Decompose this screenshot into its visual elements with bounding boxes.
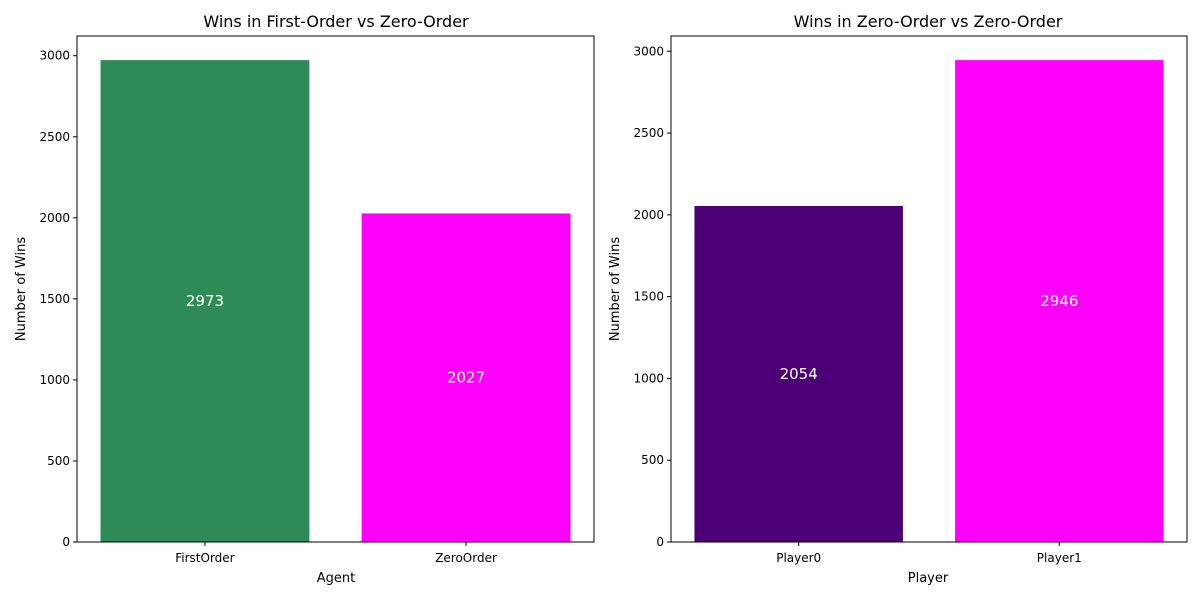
- y-tick-label: 2500: [633, 126, 664, 140]
- x-axis-label: Player: [908, 571, 949, 586]
- bar-value-label: 2946: [1040, 292, 1078, 310]
- axes-frame: [76, 35, 595, 543]
- chart-title: Wins in Zero-Order vs Zero-Order: [794, 12, 1063, 31]
- chart-first-order-vs-zero-order: Wins in First-Order vs Zero-Order Agent …: [14, 12, 595, 586]
- y-tick-label: 3000: [633, 44, 664, 58]
- y-tick-label: 2000: [39, 211, 70, 225]
- y-tick-label: 0: [656, 535, 664, 549]
- y-axis-label: Number of Wins: [608, 237, 623, 341]
- bar-zeroorder: [361, 213, 571, 542]
- x-tick-label: Player1: [1037, 551, 1082, 565]
- y-tick-label: 500: [47, 454, 70, 468]
- x-tick-label: Player0: [776, 551, 821, 565]
- y-tick-label: 1000: [39, 373, 70, 387]
- chart-zero-order-vs-zero-order: Wins in Zero-Order vs Zero-Order Player …: [608, 12, 1188, 586]
- bar-firstorder: [100, 60, 310, 542]
- y-tick-label: 2000: [633, 208, 664, 222]
- y-tick-label: 1500: [39, 292, 70, 306]
- y-tick-label: 500: [641, 453, 664, 467]
- bar-value-label: 2027: [447, 369, 485, 387]
- x-tick-label: FirstOrder: [175, 551, 234, 565]
- bar-value-label: 2054: [780, 365, 818, 383]
- bar-player0: [694, 206, 903, 543]
- y-tick-label: 1500: [633, 290, 664, 304]
- y-axis-label: Number of Wins: [14, 237, 29, 341]
- bar-player1: [955, 60, 1164, 542]
- plot-area: 2054 2946 0 500 1000 1500 2000 2500 3000 Player0 P…: [633, 35, 1188, 565]
- y-tick-label: 1000: [633, 371, 664, 385]
- y-tick-label: 3000: [39, 49, 70, 63]
- axes-frame: [670, 35, 1188, 543]
- bar-value-label: 2973: [186, 292, 224, 310]
- y-tick-label: 0: [62, 535, 70, 549]
- x-tick-label: ZeroOrder: [435, 551, 497, 565]
- chart-title: Wins in First-Order vs Zero-Order: [203, 12, 469, 31]
- y-tick-label: 2500: [39, 130, 70, 144]
- x-axis-label: Agent: [317, 571, 355, 586]
- plot-area: 2973 2027 0 500 1000 1500 2000 2500 3000 FirstOrd…: [39, 35, 595, 565]
